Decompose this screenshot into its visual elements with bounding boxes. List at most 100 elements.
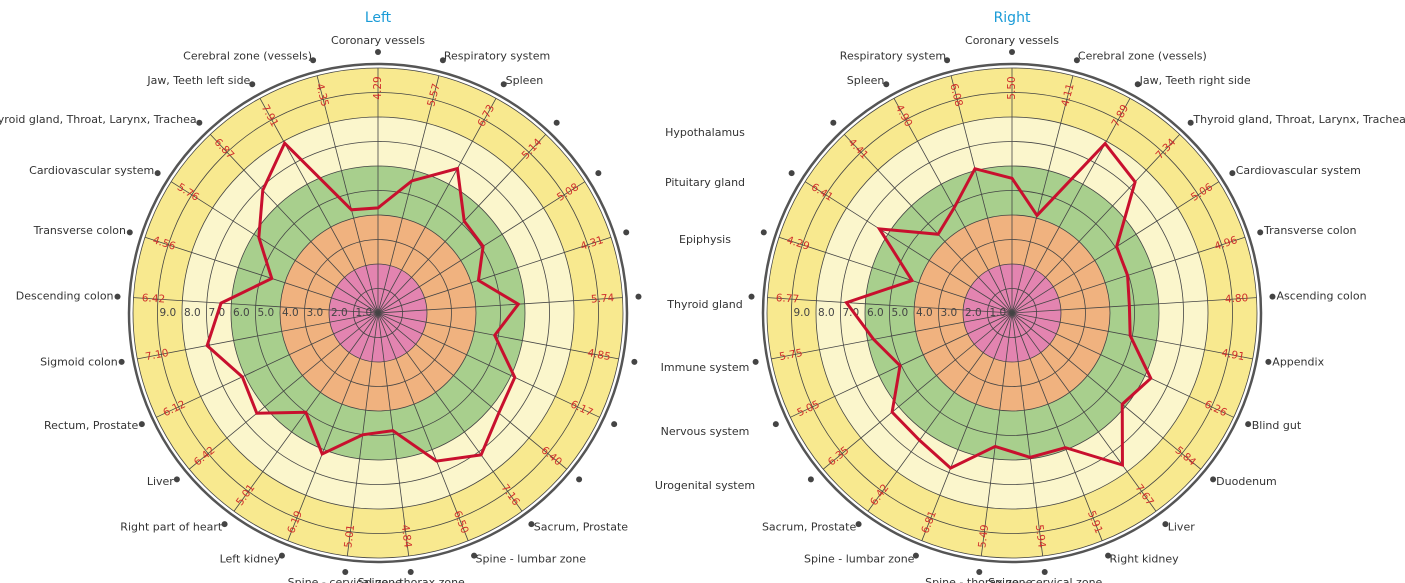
spoke — [1011, 297, 1257, 314]
label-dot — [1229, 170, 1236, 177]
category-label: Coronary vessels — [965, 34, 1059, 47]
spoke — [1011, 98, 1131, 314]
category-label: Jaw, Teeth right side — [1139, 74, 1251, 87]
spoke — [778, 236, 1013, 314]
category-label: Appendix — [1272, 356, 1324, 369]
category-label: Cerebral zone (vessels) — [1078, 49, 1207, 62]
value-label: 5.49 — [976, 524, 991, 549]
label-dot — [553, 119, 560, 126]
category-label: Sigmoid colon — [40, 356, 118, 369]
data-line — [205, 140, 521, 463]
label-dot — [1134, 81, 1141, 88]
middle-label: Thyroid gland — [666, 298, 742, 311]
middle-label: Immune system — [661, 361, 750, 374]
value-label: 5.74 — [591, 292, 615, 305]
label-dot — [196, 119, 203, 126]
spoke — [377, 312, 619, 360]
value-label: 4.85 — [586, 347, 611, 363]
chart-title: Right — [994, 10, 1031, 26]
category-label: Spine - cervical zone — [988, 576, 1102, 583]
label-dot — [944, 57, 951, 64]
spoke — [1011, 312, 1044, 557]
outer-border — [761, 62, 1263, 564]
category-label: Spleen — [506, 74, 544, 87]
spoke — [209, 134, 379, 314]
label-dot — [883, 81, 890, 88]
spoke — [804, 181, 1013, 314]
r-tick-label: 2.0 — [965, 307, 982, 319]
spoke — [133, 297, 379, 314]
category-label: Spine - lumbar zone — [804, 552, 915, 565]
label-dot — [788, 170, 795, 177]
value-label: 6.77 — [775, 292, 799, 305]
label-dot — [1073, 57, 1080, 64]
label-dot — [1105, 552, 1112, 559]
spoke — [921, 312, 1013, 541]
value-label: 4.80 — [1225, 292, 1249, 305]
spoke — [377, 312, 410, 557]
spoke — [1011, 312, 1253, 360]
label-dot — [912, 552, 919, 559]
spoke — [377, 297, 623, 314]
spoke — [1011, 312, 1234, 418]
label-dot — [375, 49, 381, 55]
label-dot — [1041, 568, 1048, 575]
spoke — [771, 312, 1013, 360]
r-tick-label: 4.0 — [916, 307, 933, 319]
category-label: Duodenum — [1216, 475, 1277, 488]
value-label: 5.94 — [1033, 524, 1048, 549]
spoke — [188, 312, 379, 470]
label-dot — [1245, 421, 1252, 428]
label-dot — [807, 476, 814, 483]
value-label: 6.08 — [947, 82, 964, 108]
spoke — [1011, 312, 1103, 541]
label-dot — [830, 119, 837, 126]
middle-label: Urogenital system — [655, 479, 755, 492]
r-tick-label: 5.0 — [258, 307, 275, 319]
spoke — [377, 312, 600, 418]
label-dot — [631, 358, 638, 365]
category-label: Thyroid gland, Throat, Larynx, Trachea — [0, 113, 197, 126]
value-label: 4.35 — [313, 82, 330, 108]
category-label: Right part of heart — [120, 520, 223, 533]
spoke — [137, 312, 379, 360]
category-label: Thyroid gland, Throat, Larynx, Trachea — [1192, 113, 1405, 126]
value-label: 4.29 — [372, 76, 384, 99]
label-dot — [249, 81, 256, 88]
spoke — [1011, 134, 1181, 314]
label-dot — [439, 57, 446, 64]
category-label: Coronary vessels — [331, 34, 425, 47]
spoke — [377, 75, 440, 314]
middle-label: Hypothalamus — [665, 126, 745, 139]
value-label: 4.11 — [1059, 82, 1076, 108]
label-dot — [1187, 119, 1194, 126]
chart-title: Left — [365, 10, 392, 26]
category-label: Left kidney — [220, 552, 281, 565]
label-dot — [1269, 293, 1276, 300]
label-dot — [1162, 521, 1169, 528]
category-label: Spine - lumbar zone — [476, 552, 587, 565]
category-label: Spine - thorax zone — [925, 576, 1032, 583]
spoke — [377, 134, 547, 314]
r-tick-label: 9.0 — [794, 307, 811, 319]
value-label: 6.42 — [141, 292, 165, 305]
r-tick-label: 8.0 — [184, 307, 201, 319]
category-label: Cardiovascular system — [29, 164, 154, 177]
value-label: 5.01 — [342, 524, 357, 549]
category-label: Liver — [147, 475, 174, 488]
r-tick-label: 8.0 — [818, 307, 835, 319]
value-label: 5.75 — [778, 347, 803, 363]
spoke — [1011, 312, 1202, 470]
value-label: 5.50 — [1006, 76, 1018, 99]
label-dot — [595, 170, 602, 177]
spoke — [377, 98, 497, 314]
label-dot — [310, 57, 317, 64]
category-label: Ascending colon — [1276, 289, 1366, 302]
middle-label: Epiphysis — [679, 233, 731, 246]
label-dot — [407, 568, 414, 575]
r-tick-label: 2.0 — [331, 307, 348, 319]
r-tick-label: 3.0 — [307, 307, 324, 319]
label-dot — [576, 476, 583, 483]
category-label: Spine - thorax zone — [358, 576, 465, 583]
